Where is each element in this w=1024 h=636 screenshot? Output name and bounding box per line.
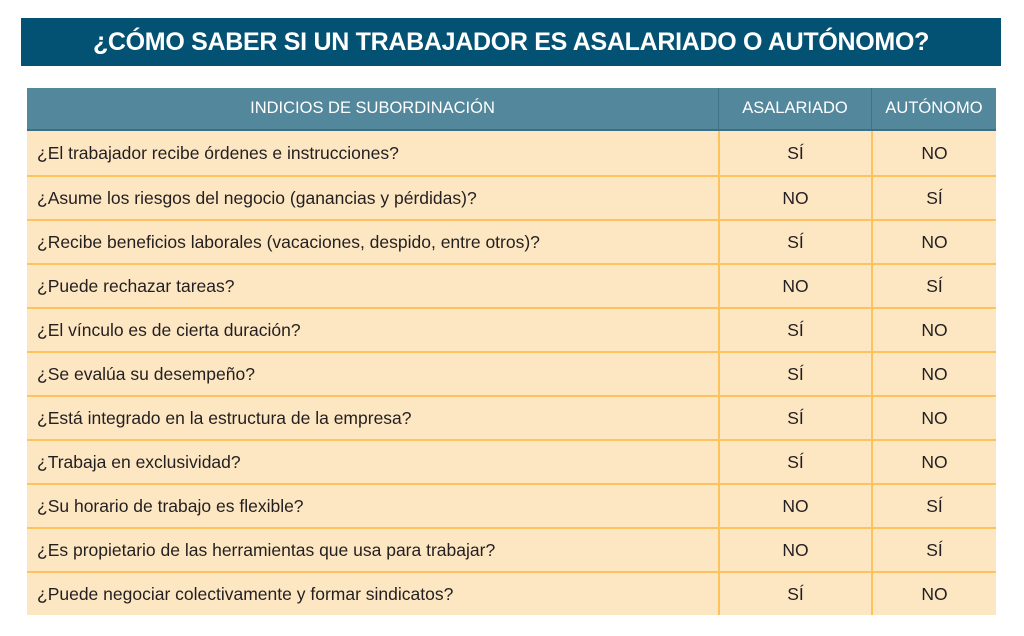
table-row: ¿Su horario de trabajo es flexible? NO SÍ [27, 483, 996, 527]
table-row: ¿Está integrado en la estructura de la e… [27, 395, 996, 439]
table-row: ¿Se evalúa su desempeño? SÍ NO [27, 351, 996, 395]
autonomo-cell: NO [871, 441, 996, 483]
question-cell: ¿Asume los riesgos del negocio (ganancia… [37, 187, 477, 208]
autonomo-cell: NO [871, 221, 996, 263]
question-cell: ¿Está integrado en la estructura de la e… [37, 407, 412, 428]
question-cell: ¿El trabajador recibe órdenes e instrucc… [37, 142, 399, 163]
autonomo-cell: NO [871, 353, 996, 395]
question-cell: ¿Trabaja en exclusividad? [37, 451, 241, 472]
asalariado-cell: SÍ [718, 397, 871, 439]
table-row: ¿Trabaja en exclusividad? SÍ NO [27, 439, 996, 483]
asalariado-cell: SÍ [718, 221, 871, 263]
question-cell: ¿Puede rechazar tareas? [37, 275, 235, 296]
asalariado-cell: NO [718, 529, 871, 571]
question-cell: ¿Recibe beneficios laborales (vacaciones… [37, 231, 540, 252]
header-asalariado: ASALARIADO [718, 88, 871, 129]
autonomo-cell: NO [871, 397, 996, 439]
comparison-table: INDICIOS DE SUBORDINACIÓN ASALARIADO AUT… [27, 88, 996, 615]
table-row: ¿Asume los riesgos del negocio (ganancia… [27, 175, 996, 219]
table-row: ¿El trabajador recibe órdenes e instrucc… [27, 131, 996, 175]
autonomo-cell: NO [871, 309, 996, 351]
asalariado-cell: SÍ [718, 309, 871, 351]
table-row: ¿El vínculo es de cierta duración? SÍ NO [27, 307, 996, 351]
autonomo-cell: SÍ [871, 485, 996, 527]
asalariado-cell: NO [718, 485, 871, 527]
table-row: ¿Recibe beneficios laborales (vacaciones… [27, 219, 996, 263]
table-body: ¿El trabajador recibe órdenes e instrucc… [27, 131, 996, 615]
table-row: ¿Puede rechazar tareas? NO SÍ [27, 263, 996, 307]
autonomo-cell: SÍ [871, 265, 996, 307]
question-cell: ¿Puede negociar colectivamente y formar … [37, 583, 454, 604]
asalariado-cell: NO [718, 177, 871, 219]
question-cell: ¿Es propietario de las herramientas que … [37, 539, 496, 560]
asalariado-cell: SÍ [718, 441, 871, 483]
autonomo-cell: SÍ [871, 529, 996, 571]
question-cell: ¿El vínculo es de cierta duración? [37, 319, 301, 340]
question-cell: ¿Su horario de trabajo es flexible? [37, 495, 304, 516]
table-row: ¿Puede negociar colectivamente y formar … [27, 571, 996, 615]
autonomo-cell: NO [871, 573, 996, 615]
header-autonomo: AUTÓNOMO [871, 88, 996, 129]
asalariado-cell: SÍ [718, 573, 871, 615]
asalariado-cell: NO [718, 265, 871, 307]
table-header: INDICIOS DE SUBORDINACIÓN ASALARIADO AUT… [27, 88, 996, 131]
autonomo-cell: NO [871, 131, 996, 175]
header-indicios: INDICIOS DE SUBORDINACIÓN [250, 99, 495, 117]
page-title: ¿CÓMO SABER SI UN TRABAJADOR ES ASALARIA… [21, 18, 1001, 66]
table-row: ¿Es propietario de las herramientas que … [27, 527, 996, 571]
asalariado-cell: SÍ [718, 131, 871, 175]
asalariado-cell: SÍ [718, 353, 871, 395]
question-cell: ¿Se evalúa su desempeño? [37, 363, 255, 384]
autonomo-cell: SÍ [871, 177, 996, 219]
